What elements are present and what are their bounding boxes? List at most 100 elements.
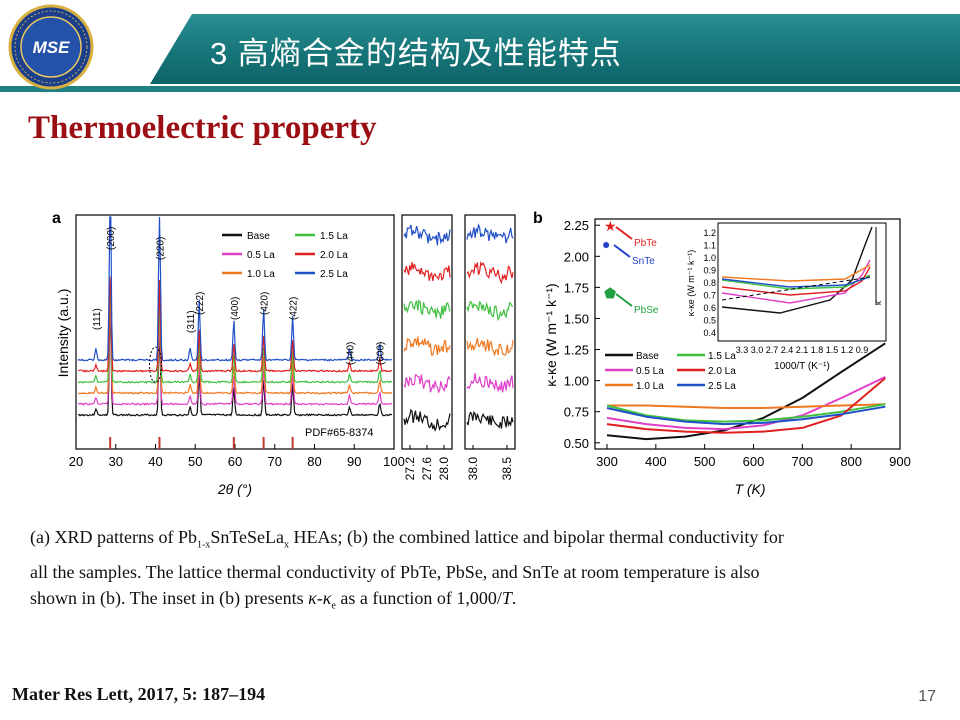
zoom-trace [466, 373, 514, 393]
legend-label: Base [247, 231, 270, 242]
figure: a Intensity (a.u.) 2θ (°) 20 30 40 50 60 70 80… [52, 210, 911, 497]
inset-plot: κ-κe (W m⁻¹ k⁻¹) 1000/T (K⁻¹) 3.3 3.0 2.… [686, 222, 887, 372]
zoom-trace [403, 262, 451, 282]
legend-label: 1.5 La [320, 231, 348, 242]
peak-label: (440) [345, 342, 356, 365]
zoom-trace [403, 408, 451, 433]
zoom-trace [466, 300, 514, 322]
y-tick-label: 0.75 [564, 405, 589, 420]
marker-arrow [613, 244, 631, 258]
x-tick-label: 300 [596, 454, 618, 469]
y-tick-label: 2.25 [564, 218, 589, 233]
panel-b-label: b [533, 210, 543, 227]
pdf-label: PDF#65-8374 [305, 427, 374, 439]
mse-logo-icon: MSE [8, 4, 94, 90]
caption-subscript: e [331, 600, 336, 612]
legend-label: 0.5 La [247, 250, 275, 261]
inset-y-tick-label: 0.9 [703, 266, 716, 276]
zoom-trace [466, 337, 514, 357]
inset-annotation: κ [874, 300, 883, 305]
x-tick-label: 50 [188, 454, 202, 469]
marker-icon: ⬟ [604, 285, 616, 301]
caption-text: (a) XRD patterns of Pb [30, 527, 197, 547]
inset-curve [721, 264, 871, 282]
inset-curve [721, 226, 873, 314]
x-tick-label: 500 [694, 454, 716, 469]
panel-b: b κ-κe (W m⁻¹ k⁻¹) T (K) 2.25 2.00 1.75 1.5… [533, 210, 911, 497]
caption-text: . [511, 587, 517, 608]
zoom-panel-2: 38.0 38.5 [464, 214, 516, 481]
page-number: 17 [918, 688, 936, 705]
panel-a-label: a [52, 210, 61, 227]
y-tick-label: 1.75 [564, 280, 589, 295]
inset-curve [721, 259, 871, 304]
inset-y-tick-label: 1.2 [703, 228, 716, 238]
figure-caption: (a) XRD patterns of Pb1-xSnTeSeLax HEAs;… [30, 524, 928, 619]
caption-text: as a function of 1,000/ [335, 587, 502, 608]
x-tick-label: 900 [889, 454, 911, 469]
peak-label: (600) [376, 342, 387, 365]
peak-label: (111) [92, 308, 103, 330]
peak-label: (220) [155, 237, 166, 260]
zoom-tick-label: 28.0 [437, 457, 451, 481]
marker-label: PbSe [634, 305, 659, 316]
header-bar [150, 14, 960, 84]
x-tick-label: 400 [645, 454, 667, 469]
marker-arrow [615, 293, 633, 307]
marker-icon: ● [602, 236, 610, 252]
xrd-trace [77, 320, 392, 417]
legend-label: Base [636, 351, 659, 362]
inset-y-tick-label: 0.8 [703, 278, 716, 288]
xrd-trace [77, 299, 393, 395]
inset-dashed-line [721, 276, 871, 301]
inset-y-tick-label: 0.6 [703, 303, 716, 313]
x-tick-label: 20 [69, 454, 83, 469]
reference: Mater Res Lett, 2017, 5: 187–194 [12, 684, 266, 704]
y-tick-label: 1.25 [564, 343, 589, 358]
slide-header: MSE 3 高熵合金的结构及性能特点 [0, 0, 960, 95]
x-tick-label: 800 [840, 454, 862, 469]
inset-y-tick-label: 1.0 [703, 253, 716, 263]
xrd-trace [77, 287, 393, 384]
inset-xticks: 3.3 3.0 2.7 2.4 2.1 1.8 1.5 1.2 0.9 [736, 345, 869, 355]
x-tick-label: 30 [109, 454, 123, 469]
x-tick-label: 60 [228, 454, 242, 469]
inset-xlabel: 1000/T (K⁻¹) [774, 361, 830, 372]
legend-label: 2.0 La [320, 250, 348, 261]
zoom-trace [466, 260, 514, 285]
zoom-tick-label: 27.6 [420, 457, 434, 481]
panel-b-xlabel: T (K) [734, 481, 765, 497]
legend-label: 2.5 La [708, 381, 736, 392]
panel-b-ylabel: κ-κe (W m⁻¹ k⁻¹) [543, 283, 559, 386]
zoom-trace [403, 374, 451, 394]
peak-label: (222) [195, 292, 206, 315]
highlight-ellipse [149, 346, 162, 384]
zoom-tick-label: 38.0 [466, 457, 480, 481]
peak-label: (311) [186, 310, 197, 333]
inset-curve [721, 266, 871, 296]
marker-arrow [615, 226, 633, 240]
x-tick-label: 70 [268, 454, 282, 469]
zoom-tick-label: 38.5 [500, 457, 514, 481]
inset-curve [721, 276, 871, 288]
caption-subscript: 1-x [196, 539, 211, 551]
header-stripe [0, 86, 960, 92]
kappa-curve [606, 403, 886, 423]
zoom-panel-2-frame [464, 214, 516, 450]
legend-label: 2.5 La [320, 269, 348, 280]
marker-icon: ★ [604, 218, 617, 234]
legend-label: 2.0 La [708, 366, 736, 377]
x-tick-label: 600 [743, 454, 765, 469]
zoom-trace [403, 336, 451, 356]
zoom-trace [403, 299, 451, 319]
panel-a: a Intensity (a.u.) 2θ (°) 20 30 40 50 60 70 80… [52, 210, 405, 497]
legend-label: 0.5 La [636, 366, 664, 377]
panel-a-ylabel: Intensity (a.u.) [55, 289, 71, 378]
legend-label: 1.0 La [247, 269, 275, 280]
caption-text: HEAs; (b) the combined lattice and bipol… [289, 527, 784, 547]
caption-line-2: all the samples. The lattice thermal con… [30, 561, 760, 582]
caption-T: T [501, 587, 512, 608]
kappa-curve [606, 377, 886, 434]
inset-y-tick-label: 0.7 [703, 291, 716, 301]
zoom-trace [466, 223, 514, 244]
